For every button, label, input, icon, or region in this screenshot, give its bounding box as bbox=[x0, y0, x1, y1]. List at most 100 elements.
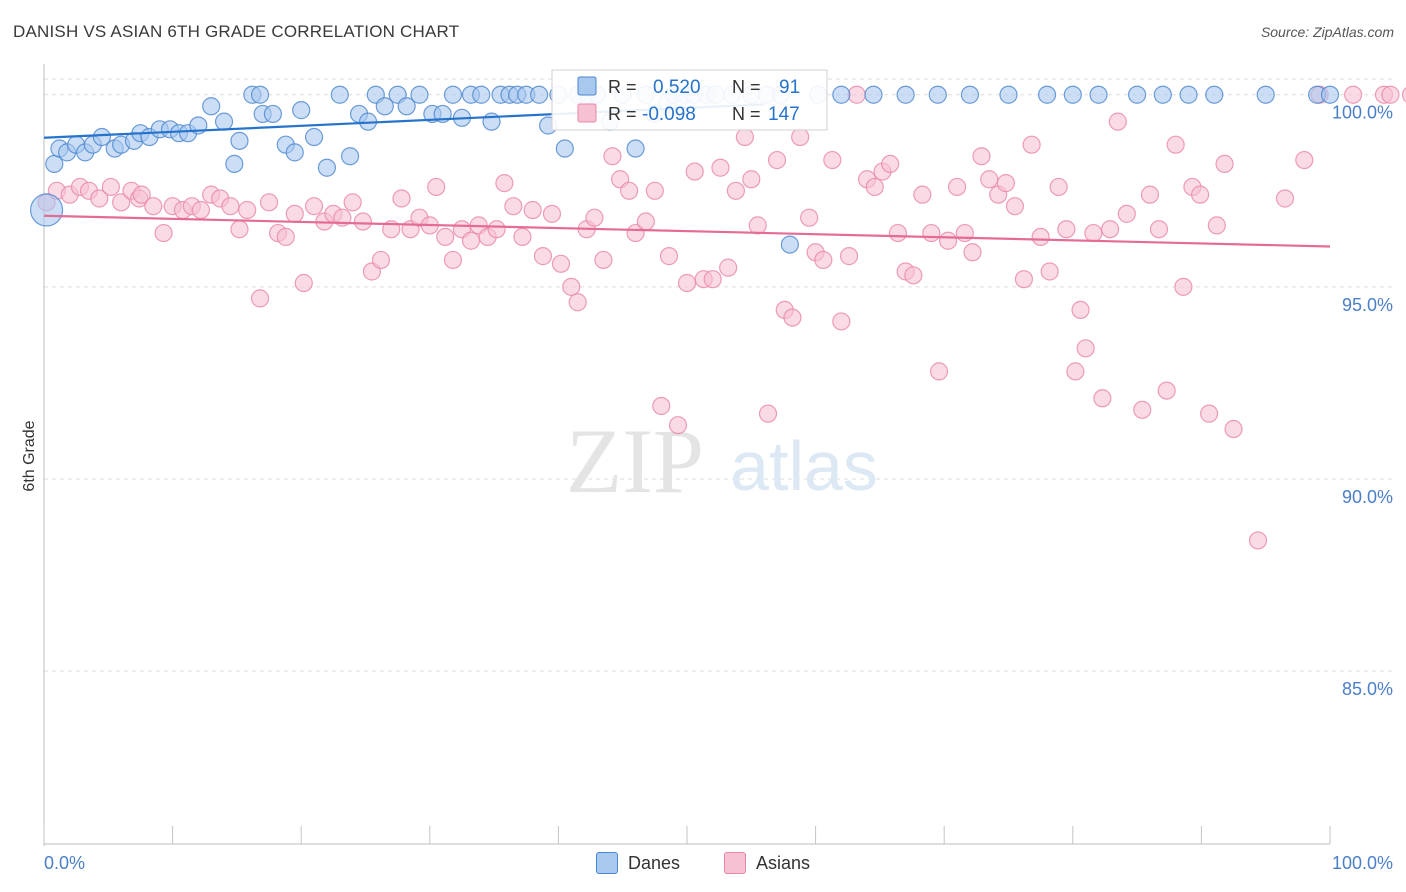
dane-point bbox=[292, 101, 311, 120]
source-credit: Source: ZipAtlas.com bbox=[1260, 24, 1394, 40]
asian-point bbox=[1014, 270, 1034, 289]
stats-n-label-asians: N = bbox=[732, 104, 761, 124]
dane-point bbox=[340, 147, 360, 166]
asian-point bbox=[230, 220, 249, 239]
asian-point bbox=[101, 177, 120, 197]
dane-point bbox=[928, 85, 947, 104]
stats-n-value-asians: 147 bbox=[768, 104, 800, 125]
dane-point bbox=[250, 85, 270, 104]
dane-point bbox=[1127, 85, 1147, 104]
asian-point bbox=[1066, 362, 1085, 381]
dane-point bbox=[1063, 85, 1082, 104]
asian-point bbox=[436, 227, 455, 247]
asian-point bbox=[533, 247, 553, 266]
x-tick-labels: 0.0% 100.0% bbox=[44, 853, 1393, 873]
dane-point bbox=[214, 112, 234, 131]
asian-point bbox=[652, 396, 671, 416]
dane-point bbox=[410, 85, 429, 104]
watermark: ZIP atlas bbox=[566, 410, 878, 512]
asian-point bbox=[791, 127, 810, 147]
y-tick-label: 95.0% bbox=[1342, 295, 1393, 315]
asian-point bbox=[922, 223, 941, 243]
asian-point bbox=[823, 150, 842, 170]
stats-n-label-danes: N = bbox=[732, 77, 761, 97]
asian-point bbox=[711, 158, 730, 177]
dane-point bbox=[1320, 85, 1340, 104]
asian-point bbox=[371, 250, 391, 270]
asian-point bbox=[620, 181, 639, 200]
asian-point bbox=[1005, 197, 1025, 216]
dane-point bbox=[832, 85, 851, 104]
asian-point bbox=[392, 189, 411, 208]
stats-n-value-danes: 91 bbox=[779, 77, 800, 98]
asian-point bbox=[972, 147, 991, 166]
dane-point bbox=[443, 85, 463, 104]
asian-point bbox=[847, 85, 866, 104]
asian-point bbox=[1191, 185, 1210, 204]
asian-point bbox=[1076, 339, 1095, 358]
dane-point bbox=[472, 85, 491, 104]
asian-point bbox=[1093, 389, 1112, 408]
y-axis-title: 6th Grade bbox=[21, 420, 38, 491]
asian-point bbox=[1117, 204, 1136, 223]
asian-point bbox=[603, 147, 622, 166]
dane-point bbox=[896, 85, 915, 104]
stats-legend: R = 0.520 N = 91 R = -0.098 N = 147 bbox=[551, 69, 828, 131]
y-tick-label: 100.0% bbox=[1332, 103, 1393, 123]
asian-point bbox=[1295, 150, 1314, 170]
asian-point bbox=[1140, 185, 1160, 204]
asian-point bbox=[1049, 177, 1068, 197]
asian-point bbox=[783, 308, 802, 327]
asian-point bbox=[1215, 154, 1234, 174]
asian-point bbox=[947, 177, 967, 197]
legend-swatch-danes bbox=[595, 852, 618, 874]
asian-point bbox=[913, 185, 932, 204]
asian-point bbox=[594, 250, 613, 270]
asian-point bbox=[1174, 277, 1193, 296]
dane-point bbox=[960, 85, 980, 104]
asian-point bbox=[881, 154, 900, 174]
legend-item-danes[interactable]: Danes bbox=[595, 852, 680, 874]
asian-point bbox=[800, 208, 819, 227]
asian-point bbox=[1344, 85, 1363, 104]
dane-point bbox=[1256, 85, 1275, 104]
asian-point bbox=[703, 270, 722, 289]
asian-point bbox=[461, 231, 481, 250]
asian-point bbox=[767, 150, 787, 170]
asian-point bbox=[1381, 85, 1400, 104]
y-tick-label: 90.0% bbox=[1342, 487, 1393, 507]
asian-point bbox=[1166, 135, 1185, 154]
stats-legend-frame bbox=[551, 69, 828, 131]
asian-point bbox=[568, 293, 587, 312]
asian-point bbox=[929, 362, 949, 381]
asian-point bbox=[1157, 381, 1176, 400]
asian-point bbox=[1031, 227, 1050, 247]
asian-point bbox=[551, 254, 571, 273]
asian-point bbox=[154, 223, 173, 243]
legend-swatch-asians bbox=[724, 852, 746, 874]
legend-item-asians[interactable]: Asians bbox=[724, 852, 810, 874]
asian-point bbox=[996, 174, 1016, 193]
dane-point bbox=[1205, 85, 1224, 104]
asian-point bbox=[1022, 135, 1041, 154]
asians-series bbox=[37, 85, 1406, 550]
asian-point bbox=[963, 243, 982, 262]
asian-point bbox=[276, 227, 295, 247]
asian-point bbox=[1149, 220, 1169, 239]
stats-r-value-asians: -0.098 bbox=[642, 104, 696, 125]
asian-point bbox=[132, 185, 151, 204]
asian-point bbox=[938, 231, 958, 250]
dane-point bbox=[530, 85, 549, 104]
dane-point bbox=[397, 97, 416, 116]
dane-point bbox=[330, 85, 349, 104]
dane-point bbox=[263, 104, 283, 124]
asian-point bbox=[1108, 112, 1127, 131]
asian-point bbox=[585, 208, 604, 227]
x-tick-label-max: 100.0% bbox=[1332, 853, 1393, 873]
asian-point bbox=[1224, 419, 1243, 439]
dane-point bbox=[999, 85, 1018, 104]
asian-point bbox=[504, 197, 523, 216]
dane-point bbox=[626, 139, 645, 158]
dane-point bbox=[29, 193, 64, 227]
